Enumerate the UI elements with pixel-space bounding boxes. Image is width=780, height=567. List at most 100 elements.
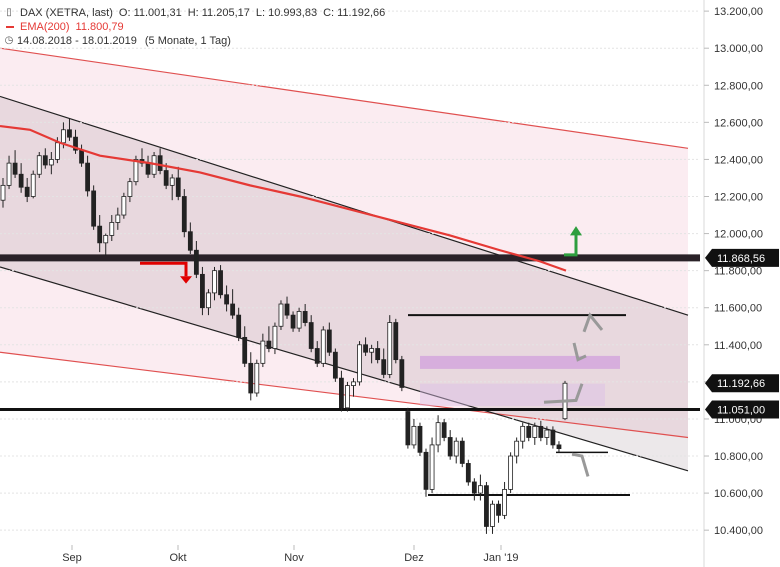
y-tick-label: 10.400,00 <box>714 525 763 537</box>
candle-body <box>272 325 278 349</box>
red-arrow <box>140 261 188 277</box>
candle-body <box>24 186 30 197</box>
outer-channel-upper-line <box>0 47 689 149</box>
candle-body <box>6 162 12 186</box>
red-arrow-head <box>180 276 192 284</box>
outer-channel-lower-line <box>0 351 689 439</box>
legend-ema-row: EMA(200) 11.800,79 <box>4 20 391 34</box>
x-tick-label: Okt <box>169 552 186 564</box>
inner-channel-upper-line <box>0 95 689 316</box>
candle-body <box>375 348 381 361</box>
y-tick-label: 12.800,00 <box>714 80 763 92</box>
ema200-line <box>0 124 567 272</box>
green-arrow-head <box>570 226 582 236</box>
scenario-arrow <box>543 383 584 404</box>
candle-body <box>218 270 223 296</box>
candle-body <box>526 425 532 438</box>
candle-body <box>363 344 368 353</box>
candle-body <box>357 344 362 383</box>
candle-body <box>121 196 127 216</box>
legend-ema-value: 11.800,79 <box>75 21 124 33</box>
green-arrow <box>564 233 578 257</box>
candle-body <box>278 303 284 327</box>
scenario-arrow <box>572 342 587 362</box>
candle-body <box>429 444 435 490</box>
candle-body <box>145 162 151 175</box>
chart-legend: ▯ DAX (XETRA, last) O: 11.001,31 H: 11.2… <box>4 6 391 48</box>
candle-body <box>284 303 290 316</box>
candle-body <box>260 340 266 364</box>
candle-body <box>230 303 236 316</box>
candle-body <box>109 222 115 236</box>
candle-body <box>326 329 332 353</box>
legend-range: 14.08.2018 - 18.01.2019 <box>17 35 137 47</box>
candle-body <box>423 451 429 490</box>
candle-body <box>471 481 477 494</box>
y-tick-label: 13.000,00 <box>714 43 763 55</box>
candle-body <box>12 162 18 175</box>
inner-channel-lower-line <box>0 266 689 472</box>
candle-body <box>314 348 320 364</box>
candle-body <box>18 173 24 188</box>
candle-body <box>48 159 54 166</box>
legend-title: DAX (XETRA, last) <box>20 7 113 19</box>
y-tick-label: 10.600,00 <box>714 488 763 500</box>
candle-body <box>393 322 399 361</box>
candle-body <box>73 136 78 151</box>
candle-body <box>435 422 441 446</box>
range-icon[interactable]: ◷ <box>4 35 14 46</box>
candle-body <box>290 314 296 329</box>
legend-low: L: 10.993,83 <box>255 7 318 19</box>
x-tick-label: Jan '19 <box>483 552 518 564</box>
legend-range-row: ◷ 14.08.2018 - 18.01.2019 (5 Monate, 1 T… <box>4 34 391 48</box>
candle-body <box>85 162 91 192</box>
legend-open: O: 11.001,31 <box>118 7 182 19</box>
x-axis: Sep Okt Nov Dez Jan '19 <box>62 545 519 564</box>
candle-body <box>320 329 326 364</box>
candle-body <box>381 359 387 375</box>
candle-body <box>302 311 308 323</box>
candle-body <box>538 425 544 438</box>
legend-close: C: 11.192,66 <box>323 7 386 19</box>
candle-body <box>212 270 217 294</box>
scenario-arrow <box>571 452 590 477</box>
ema-layer <box>0 124 567 272</box>
candle-body <box>133 159 139 183</box>
candle-body <box>42 155 48 166</box>
y-tick-label: 11.800,00 <box>714 266 762 278</box>
scenario-arrow <box>582 312 604 333</box>
candle-body <box>200 273 205 309</box>
price-tag-label: 11.868,56 <box>717 253 765 265</box>
candle-body <box>296 311 302 329</box>
annotations-layer <box>0 254 700 496</box>
candle-body <box>127 181 133 197</box>
toggle-icon[interactable]: ▯ <box>6 7 12 18</box>
candle-body <box>484 485 489 527</box>
candle-body <box>206 292 211 309</box>
x-tick-label: Nov <box>284 552 304 564</box>
candle-body <box>169 177 175 186</box>
candle-body <box>36 155 42 175</box>
candle-body <box>254 362 260 394</box>
arrows-layer <box>140 226 604 477</box>
price-tag-label: 11.051,00 <box>717 404 765 416</box>
candle-body <box>520 425 526 442</box>
y-tick-label: 12.000,00 <box>714 229 763 241</box>
y-tick-label: 13.200,00 <box>714 6 763 18</box>
candle-body <box>399 359 405 388</box>
candle-body <box>465 463 471 483</box>
legend-high: H: 11.205,17 <box>187 7 250 19</box>
candle-body <box>345 385 350 409</box>
candle-body <box>339 377 344 409</box>
legend-ema: EMA(200) <box>20 21 70 33</box>
candle-body <box>544 429 550 438</box>
candle-body <box>224 294 229 305</box>
candle-body <box>332 351 338 379</box>
price-tag <box>705 248 779 267</box>
candle-body <box>447 437 453 457</box>
y-tick-label: 11.400,00 <box>714 340 762 352</box>
y-axis: 13.200,00 13.000,00 12.800,00 12.600,00 12.4… <box>704 6 779 537</box>
highlight-zone <box>420 355 620 369</box>
candle-body <box>514 440 520 457</box>
